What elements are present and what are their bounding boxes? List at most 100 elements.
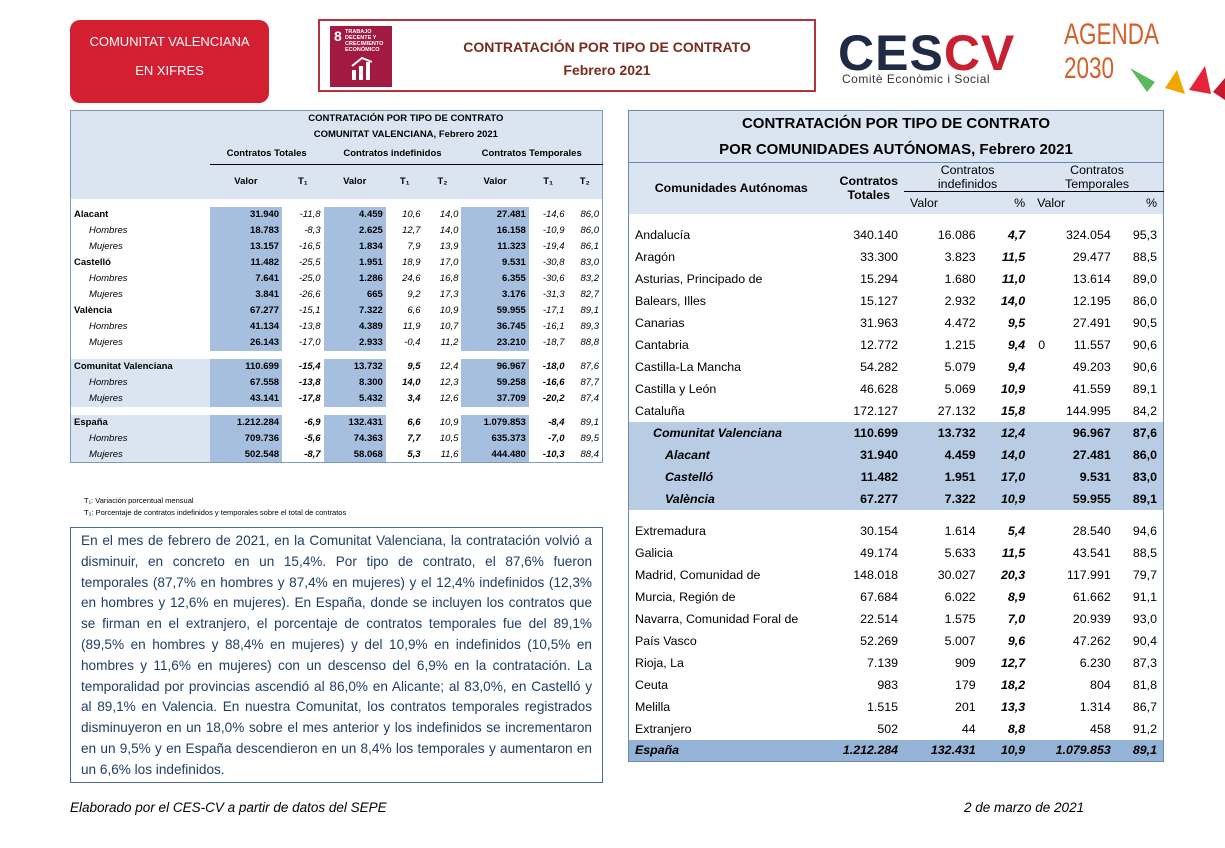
sdg-icon: 8 TRABAJO DECENTE Y CRECIMIENTO ECONÓMIC… [330,26,392,87]
data-row: Mujeres 13.157 -16,5 1.834 7,9 13,9 11.323 -19,… [71,238,603,255]
row-label: Castelló [628,465,834,488]
row-label: Hombres [89,321,128,332]
cell: 7.641 [209,270,283,287]
cell: 30.154 [860,523,899,538]
cell: 89,5 [580,433,600,444]
cell: 87,7 [580,377,600,388]
cell: -17,8 [298,393,321,404]
cell: 16,8 [439,273,459,284]
column-header: Contratos Totales [833,162,905,214]
cell: 9,6 [1007,633,1026,648]
data-row: País Vasco 52.269 5.007 9,6 47.262 90,4 [629,630,1164,652]
data-row: Hombres 67.558 -13,8 8.300 14,0 12,3 59.258 -16… [70,374,603,391]
cell: 1.614 [944,523,976,538]
data-row: Comunitat Valenciana 110.699 -15,4 13.732 9,… [70,358,603,375]
cell: 132.431 [323,414,386,431]
column-header: T₁ [282,164,324,199]
column-header: Valor [904,191,982,214]
cell: 5.069 [944,381,976,396]
data-row: Murcia, Región de 67.684 6.022 8,9 61.662 91,… [629,586,1164,608]
column-header: Valor [461,164,529,199]
notes: T₁: Variación porcentual mensual T₂: Por… [84,495,346,519]
cell: 8,8 [1007,721,1026,736]
cell: 3.841 [209,286,283,303]
column-header: Contratos indefinidos [904,162,1032,192]
cell: -5,6 [304,433,321,444]
province-table: CONTRATACIÓN POR TIPO DE CONTRATO COMUNIT… [70,110,603,463]
row-label: Cataluña [635,403,685,418]
cell: -17,0 [298,337,321,348]
cell: 79,7 [1132,567,1157,582]
cell: 11,2 [440,337,459,348]
data-row: España 1.212.284 -6,9 132.431 6,6 10,9 1.079.8… [70,414,603,431]
cell: 1.079.853 [461,414,529,431]
row-label: Mujeres [89,289,123,300]
data-row: Cantabria 12.772 1.215 9,4 0 11.557 90,6 [629,334,1164,356]
cell: 201 [955,699,976,714]
cell: 27.491 [1072,315,1111,330]
cell: 43.541 [1072,545,1111,560]
cell: 12.195 [1072,293,1111,308]
row-label: Ceuta [635,677,669,692]
cell: 95,3 [1132,227,1157,242]
cell: -18,7 [542,337,565,348]
cell: 18,2 [1000,677,1026,692]
data-row: Mujeres 26.143 -17,0 2.933 -0,4 11,2 23.210 -18… [71,334,603,351]
cell: 90,6 [1132,337,1157,352]
row-label: Hombres [70,430,210,447]
cell: 502 [877,721,899,736]
cell: 1.515 [867,699,899,714]
cell: 89,0 [1132,271,1157,286]
data-row: Castelló 11.482 1.951 17,0 9.531 83,0 [628,465,1164,488]
data-row: Mujeres 43.141 -17,8 5.432 3,4 12,6 37.709 -20,… [70,390,603,407]
cell: 59.258 [461,374,529,391]
cell: 11,5 [1001,249,1026,264]
cell: 16.086 [937,227,976,242]
title-row: POR COMUNIDADES AUTÓNOMAS, Febrero 2021 [628,136,1164,163]
cell: 18,9 [402,257,421,268]
cell: 74.363 [323,430,386,447]
cell: 33.300 [860,249,899,264]
row-label: Balears, Illes [635,293,706,308]
cell: 49.203 [1072,359,1111,374]
column-header: T₂ [567,164,603,199]
group-header: Contratos Temporales [461,142,603,165]
cell: 11,9 [402,321,421,332]
cell: 2.932 [944,293,976,308]
cell: 5.079 [944,359,976,374]
cell: 23.210 [461,334,529,351]
cell: 88,4 [580,448,600,460]
row-label: Melilla [635,699,671,714]
cell: 8,9 [1007,589,1026,604]
cell: 11,6 [440,448,459,460]
cell: 86,7 [1132,699,1157,714]
cell: 86,0 [580,225,600,236]
cell: -30,6 [542,273,565,284]
cell: 1.314 [1079,699,1111,714]
cell: 96.967 [461,358,529,375]
cell: 58.068 [323,446,386,463]
column-header: T₁ [385,164,424,199]
group-header: Contratos Totales [209,142,324,165]
cell: 1.834 [323,238,386,255]
cell: 46.628 [860,381,899,396]
cell: 132.431 [904,739,982,762]
data-row: Rioja, La 7.139 909 12,7 6.230 87,3 [629,652,1164,674]
row-label: Hombres [89,225,128,236]
cell: 2.625 [323,222,386,239]
cell: 5.007 [944,633,976,648]
cell: 4.472 [944,315,976,330]
cell: 37.709 [461,390,529,407]
region-table: CONTRATACIÓN POR TIPO DE CONTRATO POR COM… [628,110,1164,762]
cell: 10,9 [439,417,459,428]
table-title: CONTRATACIÓN POR TIPO DE CONTRATO [209,110,603,127]
cell: 12,6 [439,393,459,404]
cell: 4.459 [904,443,982,466]
cell: 1.215 [944,337,976,352]
row-label: País Vasco [635,633,697,648]
cell: 89,1 [1116,487,1164,510]
row-label: España [70,414,210,431]
cell: 67.277 [833,487,905,510]
cell: 709.736 [209,430,283,447]
cell: 7.322 [904,487,982,510]
